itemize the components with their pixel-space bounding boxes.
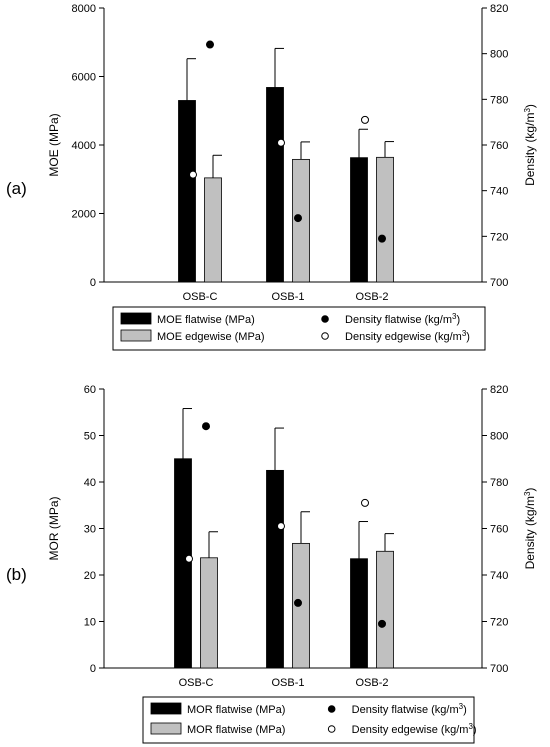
y-tick-label: 8000	[72, 3, 96, 15]
density-point-flatwise-OSB-2	[379, 235, 386, 242]
x-tick-label: OSB-2	[355, 291, 388, 303]
y2-tick-label: 740	[490, 570, 508, 582]
legend-label: MOR flatwise (MPa)	[187, 724, 285, 736]
x-tick-label: OSB-2	[355, 677, 388, 689]
density-point-edgewise-OSB-C	[186, 555, 193, 562]
y-axis-title: MOE (MPa)	[47, 113, 61, 176]
bar-flatwise-OSB-1	[267, 470, 284, 668]
panel-label: (a)	[6, 179, 27, 198]
legend-label: Density flatwise (kg/m3)	[352, 702, 467, 716]
legend-swatch	[151, 703, 181, 714]
x-tick-label: OSB-C	[183, 291, 218, 303]
x-tick-label: OSB-1	[271, 677, 304, 689]
y2-tick-label: 800	[490, 49, 508, 61]
y-tick-label: 50	[84, 431, 96, 443]
density-point-edgewise-OSB-1	[278, 523, 285, 530]
bar-edgewise-OSB-C	[201, 558, 218, 668]
y2-tick-label: 720	[490, 231, 508, 243]
y-axis-title: MOR (MPa)	[47, 497, 61, 561]
density-point-flatwise-OSB-C	[203, 423, 210, 430]
y-tick-label: 2000	[72, 209, 96, 221]
legend: MOE flatwise (MPa) MOE edgewise (MPa) Dens…	[113, 307, 485, 350]
legend-label: MOE flatwise (MPa)	[157, 314, 255, 326]
y2-tick-label: 800	[490, 431, 508, 443]
y2-tick-label: 760	[490, 524, 508, 536]
density-point-flatwise-OSB-2	[379, 620, 386, 627]
density-point-flatwise-OSB-C	[207, 41, 214, 48]
legend-marker	[328, 706, 335, 713]
y-tick-label: 20	[84, 570, 96, 582]
legend-swatch	[151, 723, 181, 734]
y2-tick-label: 700	[490, 663, 508, 675]
y2-tick-label: 780	[490, 477, 508, 489]
density-point-flatwise-OSB-1	[295, 599, 302, 606]
x-tick-label: OSB-1	[271, 291, 304, 303]
legend-label: Density flatwise (kg/m3)	[345, 312, 460, 326]
bar-flatwise-OSB-C	[179, 100, 196, 282]
y2-axis-title: Density (kg/m3)	[523, 104, 537, 186]
legend-swatch	[121, 330, 151, 341]
y-tick-label: 4000	[72, 140, 96, 152]
y-tick-label: 0	[90, 277, 96, 289]
chart-panel-b: (b) 0 10 20 30 40 50 60 700 720 740 760 780 800 820 MOR…	[6, 384, 537, 743]
y-tick-label: 0	[90, 663, 96, 675]
density-point-edgewise-OSB-2	[362, 499, 369, 506]
bar-edgewise-OSB-2	[377, 551, 394, 668]
legend-swatch	[121, 313, 151, 324]
legend-marker	[322, 333, 329, 340]
y-tick-label: 6000	[72, 72, 96, 84]
y2-tick-label: 820	[490, 3, 508, 15]
y2-tick-label: 820	[490, 384, 508, 396]
y-tick-label: 30	[84, 524, 96, 536]
density-point-edgewise-OSB-1	[278, 139, 285, 146]
y2-tick-label: 760	[490, 140, 508, 152]
bar-flatwise-OSB-2	[351, 559, 368, 668]
panel-label: (b)	[6, 565, 27, 584]
bar-edgewise-OSB-2	[377, 157, 394, 282]
legend-label: Density edgewise (kg/m3)	[345, 329, 470, 343]
bar-flatwise-OSB-1	[267, 87, 284, 282]
chart-panel-a: (a) 0 2000 4000 6000 8000 700 720 740 760 780 800 82…	[6, 3, 537, 350]
y-tick-label: 10	[84, 617, 96, 629]
bar-edgewise-OSB-1	[293, 543, 310, 668]
density-point-flatwise-OSB-1	[295, 215, 302, 222]
y2-tick-label: 780	[490, 94, 508, 106]
legend-label: MOR flatwise (MPa)	[187, 704, 285, 716]
legend-marker	[328, 726, 335, 733]
y2-tick-label: 700	[490, 277, 508, 289]
legend-label: Density edgewise (kg/m3)	[352, 722, 477, 736]
legend: MOR flatwise (MPa) MOR flatwise (MPa) Dens…	[143, 697, 477, 743]
y2-tick-label: 720	[490, 617, 508, 629]
y2-tick-label: 740	[490, 186, 508, 198]
density-point-edgewise-OSB-2	[362, 116, 369, 123]
y-tick-label: 60	[84, 384, 96, 396]
legend-label: MOE edgewise (MPa)	[157, 331, 265, 343]
legend-marker	[322, 316, 329, 323]
y2-axis-title: Density (kg/m3)	[523, 488, 537, 570]
bar-flatwise-OSB-C	[175, 459, 192, 668]
bar-edgewise-OSB-C	[205, 178, 222, 282]
density-point-edgewise-OSB-C	[190, 171, 197, 178]
y-tick-label: 40	[84, 477, 96, 489]
bar-flatwise-OSB-2	[351, 158, 368, 282]
x-tick-label: OSB-C	[179, 677, 214, 689]
